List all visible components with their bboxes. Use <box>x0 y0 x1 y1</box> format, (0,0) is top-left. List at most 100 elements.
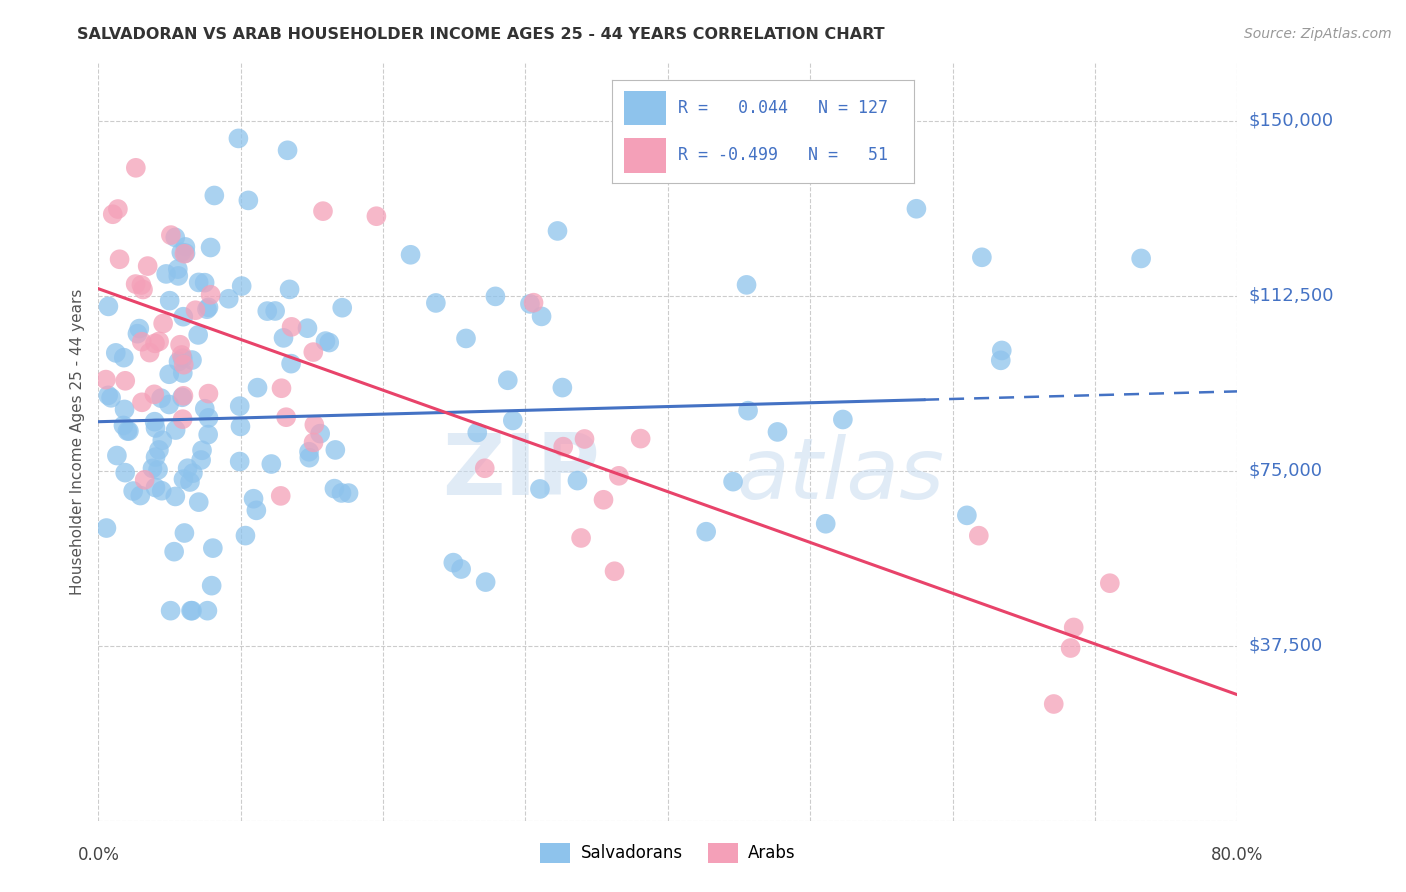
Point <box>1063 620 1085 634</box>
Point <box>246 381 269 395</box>
Point <box>337 486 360 500</box>
Point <box>970 250 993 264</box>
Point <box>218 292 240 306</box>
Point <box>114 374 136 388</box>
Point <box>273 331 295 345</box>
Point <box>112 351 135 365</box>
Point <box>141 461 163 475</box>
Point <box>159 604 181 618</box>
Text: SALVADORAN VS ARAB HOUSEHOLDER INCOME AGES 25 - 44 YEARS CORRELATION CHART: SALVADORAN VS ARAB HOUSEHOLDER INCOME AG… <box>77 27 884 42</box>
Point <box>607 468 630 483</box>
Point <box>122 483 145 498</box>
Point <box>143 336 166 351</box>
Point <box>484 289 506 303</box>
Point <box>105 449 128 463</box>
Point <box>569 531 592 545</box>
Point <box>302 345 325 359</box>
Point <box>280 357 302 371</box>
Point <box>190 453 212 467</box>
Point <box>991 343 1014 358</box>
Point <box>603 564 626 578</box>
Text: ZIP: ZIP <box>441 430 599 514</box>
Point <box>695 524 717 539</box>
Point <box>553 440 575 454</box>
Point <box>264 304 287 318</box>
Point <box>202 188 225 202</box>
Point <box>114 466 136 480</box>
Point <box>197 427 219 442</box>
Y-axis label: Householder Income Ages 25 - 44 years: Householder Income Ages 25 - 44 years <box>69 288 84 595</box>
Point <box>529 482 551 496</box>
Point <box>630 432 652 446</box>
Point <box>134 473 156 487</box>
Point <box>502 413 524 427</box>
Text: $112,500: $112,500 <box>1249 286 1334 305</box>
Point <box>187 327 209 342</box>
Point <box>181 604 204 618</box>
Point <box>551 381 574 395</box>
Point <box>231 279 253 293</box>
Point <box>366 209 388 223</box>
Point <box>297 321 319 335</box>
Point <box>114 402 136 417</box>
Point <box>318 335 340 350</box>
Point <box>172 472 194 486</box>
Point <box>163 544 186 558</box>
Point <box>112 418 135 433</box>
Point <box>97 388 120 402</box>
Legend: Salvadorans, Arabs: Salvadorans, Arabs <box>534 837 801 869</box>
Point <box>197 604 219 618</box>
Point <box>150 391 173 405</box>
Point <box>315 334 337 348</box>
Point <box>165 230 187 244</box>
Point <box>201 541 224 555</box>
Point <box>530 310 553 324</box>
Point <box>766 425 789 439</box>
Point <box>425 296 447 310</box>
Point <box>956 508 979 523</box>
Point <box>1098 576 1121 591</box>
Point <box>522 295 544 310</box>
Point <box>176 461 198 475</box>
Point <box>157 397 180 411</box>
Point <box>172 351 194 366</box>
Point <box>181 466 204 480</box>
Point <box>323 482 346 496</box>
Point <box>309 426 332 441</box>
Point <box>229 399 252 413</box>
Point <box>1042 697 1064 711</box>
Point <box>165 423 187 437</box>
Point <box>302 435 325 450</box>
Point <box>127 326 149 341</box>
Point <box>145 421 167 435</box>
Point <box>174 246 197 260</box>
Point <box>157 368 180 382</box>
Point <box>197 410 219 425</box>
Point <box>256 304 278 318</box>
Point <box>276 410 298 425</box>
Point <box>170 245 193 260</box>
Point <box>170 348 193 362</box>
Point <box>967 529 990 543</box>
Point <box>238 194 260 208</box>
Point <box>519 297 541 311</box>
Point <box>152 317 174 331</box>
Point <box>1059 640 1081 655</box>
Point <box>245 503 267 517</box>
Point <box>270 489 292 503</box>
Point <box>150 434 173 448</box>
Point <box>101 207 124 221</box>
Point <box>592 492 614 507</box>
Point <box>187 276 209 290</box>
Point <box>180 604 202 618</box>
Point <box>242 491 264 506</box>
Point <box>323 442 346 457</box>
Bar <box>624 137 666 173</box>
Text: $75,000: $75,000 <box>1249 462 1323 480</box>
Point <box>118 424 141 438</box>
Point <box>191 443 214 458</box>
Point <box>173 358 195 372</box>
Text: 0.0%: 0.0% <box>77 846 120 863</box>
Point <box>229 419 252 434</box>
Point <box>277 143 299 157</box>
